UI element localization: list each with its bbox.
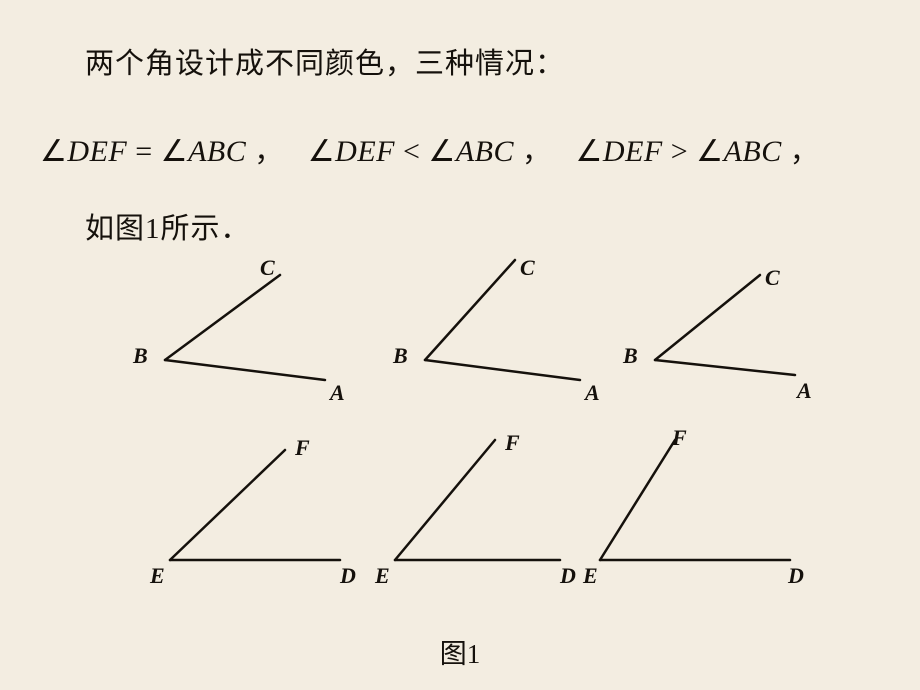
angles-diagram: BACBACBACEDFEDFEDF — [100, 255, 860, 595]
abc-3: ABC — [724, 135, 782, 168]
angle-symbol: ∠ — [40, 135, 67, 168]
angle-symbol: ∠ — [161, 135, 188, 168]
def-3: DEF — [603, 135, 663, 168]
svg-text:D: D — [339, 563, 356, 588]
svg-text:E: E — [149, 563, 165, 588]
slide: 两个角设计成不同颜色，三种情况： ∠DEF = ∠ABC ， ∠DEF < ∠A… — [0, 0, 920, 690]
svg-text:C: C — [520, 255, 535, 280]
fig-ref-num: 1 — [145, 213, 161, 245]
angle-relations: ∠DEF = ∠ABC ， ∠DEF < ∠ABC ， ∠DEF > ∠ABC … — [40, 128, 819, 170]
figure-1: BACBACBACEDFEDFEDF — [100, 255, 860, 595]
svg-text:E: E — [582, 563, 598, 588]
svg-text:C: C — [765, 265, 780, 290]
svg-text:B: B — [132, 343, 148, 368]
angle-symbol: ∠ — [428, 135, 455, 168]
svg-text:A: A — [328, 380, 345, 405]
less-than-sign: < — [403, 135, 420, 168]
angle-symbol: ∠ — [696, 135, 723, 168]
svg-text:F: F — [504, 430, 520, 455]
svg-text:A: A — [583, 380, 600, 405]
caption-num: 1 — [467, 639, 481, 669]
svg-text:A: A — [795, 378, 812, 403]
comma: ， — [790, 136, 820, 168]
greater-than-sign: > — [671, 135, 688, 168]
svg-text:E: E — [374, 563, 390, 588]
svg-text:F: F — [294, 435, 310, 460]
svg-text:B: B — [622, 343, 638, 368]
figure-reference: 如图1所示． — [85, 205, 251, 247]
svg-text:D: D — [787, 563, 804, 588]
fig-ref-prefix: 如图 — [85, 213, 145, 245]
intro-text: 两个角设计成不同颜色，三种情况： — [85, 40, 565, 82]
figure-caption: 图1 — [0, 632, 920, 671]
angle-symbol: ∠ — [576, 135, 603, 168]
abc-2: ABC — [456, 135, 514, 168]
svg-text:C: C — [260, 255, 275, 280]
caption-prefix: 图 — [440, 639, 467, 669]
abc-1: ABC — [188, 135, 246, 168]
svg-text:D: D — [559, 563, 576, 588]
comma: ， — [254, 136, 284, 168]
def-1: DEF — [67, 135, 127, 168]
fig-ref-suffix: 所示． — [161, 213, 251, 245]
def-2: DEF — [335, 135, 395, 168]
svg-text:F: F — [671, 425, 687, 450]
comma: ， — [522, 136, 552, 168]
angle-symbol: ∠ — [308, 135, 335, 168]
equals-sign: = — [135, 135, 152, 168]
svg-text:B: B — [392, 343, 408, 368]
